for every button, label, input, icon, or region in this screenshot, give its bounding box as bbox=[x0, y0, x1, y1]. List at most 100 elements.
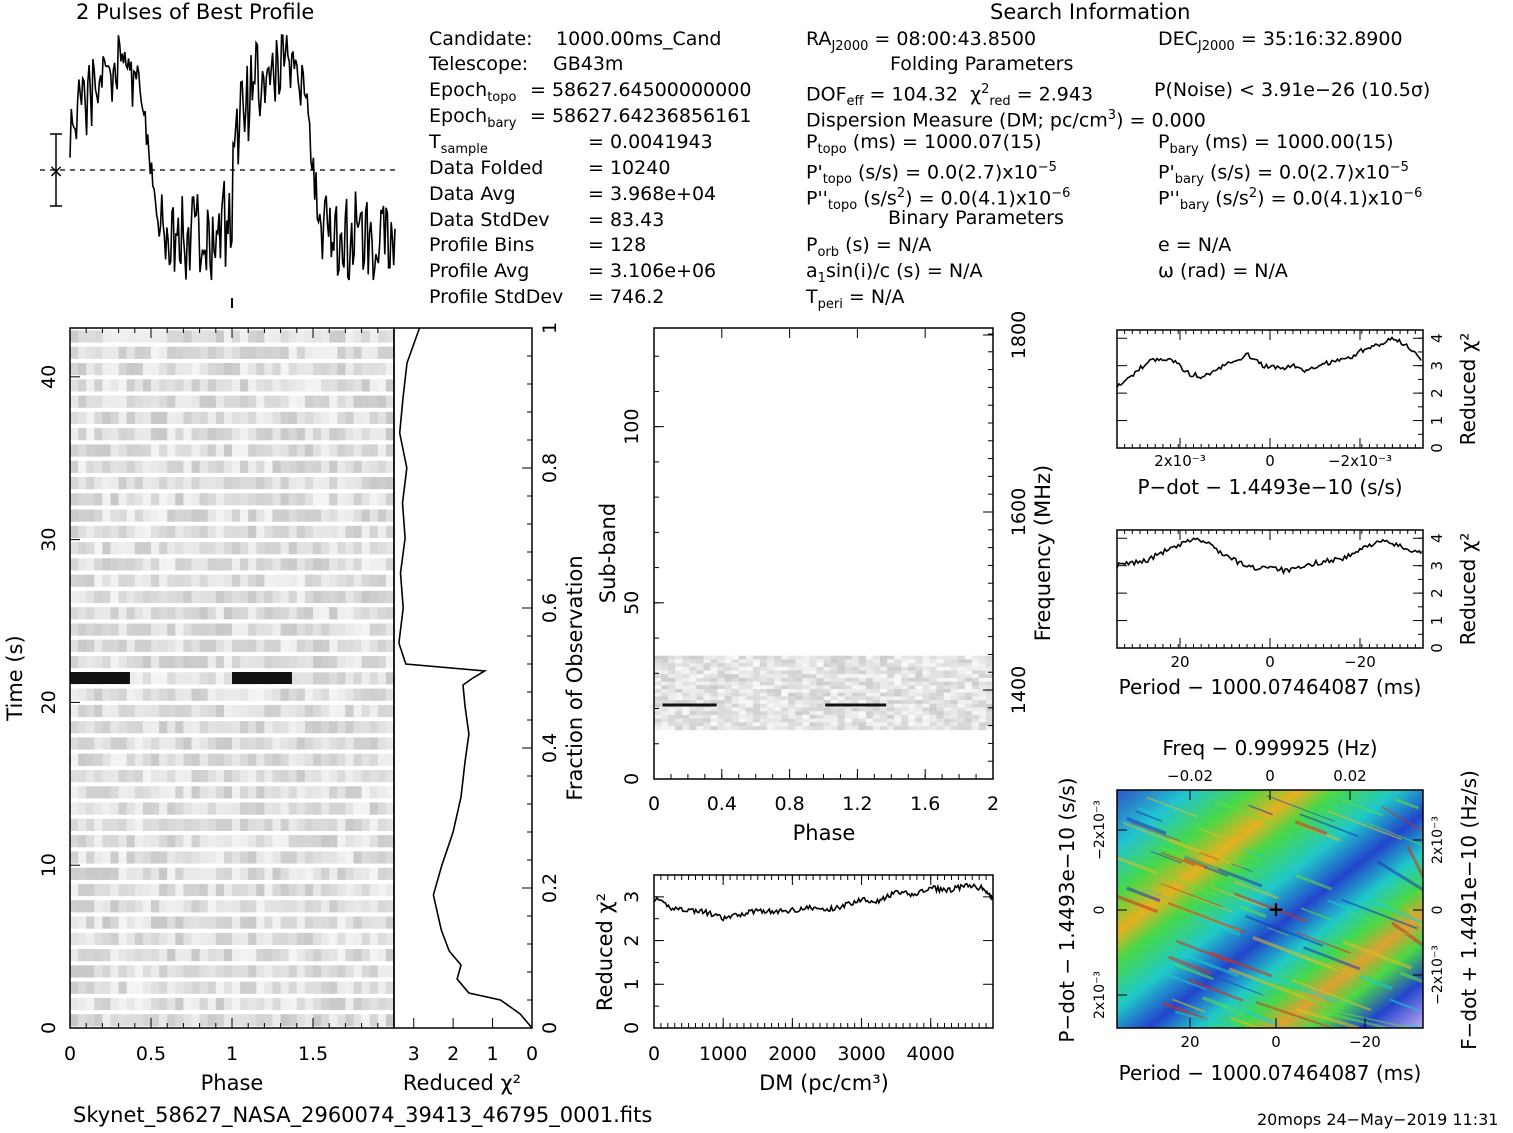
time-phase-cell bbox=[183, 688, 192, 701]
time-phase-cell bbox=[248, 770, 257, 783]
subband-cell bbox=[759, 670, 768, 675]
time-phase-cell bbox=[361, 525, 371, 538]
time-phase-cell bbox=[167, 542, 176, 555]
time-phase-cell bbox=[288, 525, 298, 538]
subband-cell bbox=[654, 659, 662, 664]
time-phase-cell bbox=[94, 721, 103, 734]
time-phase-cell bbox=[175, 346, 184, 359]
time-phase-cell bbox=[329, 639, 338, 652]
data-stddev-label: Data StdDev bbox=[429, 209, 550, 231]
time-phase-cell bbox=[345, 672, 354, 685]
subband-cell bbox=[978, 700, 987, 705]
time-phase-cell bbox=[110, 509, 120, 522]
time-phase-cell bbox=[369, 737, 379, 750]
time-phase-cell bbox=[118, 753, 128, 766]
time-phase-cell bbox=[256, 509, 265, 522]
subband-cell bbox=[929, 718, 937, 723]
subband-cell bbox=[844, 659, 853, 664]
time-phase-cell bbox=[86, 883, 95, 897]
time-phase-cell bbox=[353, 574, 363, 587]
time-phase-cell bbox=[337, 753, 346, 766]
subband-cell bbox=[696, 677, 704, 683]
subband-cell bbox=[788, 726, 796, 731]
time-phase-cell bbox=[321, 509, 330, 522]
time-phase-cell bbox=[70, 949, 79, 962]
time-phase-cell bbox=[232, 444, 241, 457]
time-phase-cell bbox=[264, 444, 273, 457]
subband-cell bbox=[809, 663, 817, 668]
subband-cell bbox=[971, 670, 980, 675]
time-phase-cell bbox=[159, 656, 168, 669]
time-phase-cell bbox=[321, 460, 330, 473]
time-phase-cell bbox=[329, 493, 338, 506]
time-phase-cell bbox=[345, 900, 354, 913]
time-phase-cell bbox=[296, 851, 306, 864]
time-phase-cell bbox=[126, 428, 136, 441]
subband-cell bbox=[950, 718, 959, 723]
time-phase-cell bbox=[151, 916, 160, 929]
subband-cell bbox=[731, 692, 740, 697]
time-phase-cell bbox=[199, 997, 209, 1011]
subband-cell bbox=[837, 677, 846, 683]
subband-cell bbox=[936, 714, 945, 720]
subband-cell bbox=[710, 707, 719, 712]
subband-cell bbox=[767, 718, 775, 723]
time-phase-cell bbox=[94, 428, 103, 441]
time-phase-cell bbox=[118, 379, 128, 392]
subband-cell bbox=[682, 711, 690, 716]
time-phase-cell bbox=[280, 493, 290, 506]
y-tick-label: 100 bbox=[621, 409, 643, 445]
subband-cell bbox=[901, 692, 909, 697]
subband-cell bbox=[901, 696, 909, 701]
time-phase-cell bbox=[313, 721, 322, 734]
subband-cell bbox=[731, 707, 740, 712]
time-phase-cell bbox=[223, 721, 233, 734]
subband-cell bbox=[767, 722, 775, 727]
time-phase-cell bbox=[345, 786, 354, 799]
time-phase-cell bbox=[361, 867, 371, 880]
time-phase-cell bbox=[134, 883, 144, 897]
subband-cell bbox=[696, 722, 704, 727]
subband-cell bbox=[703, 663, 711, 668]
time-phase-cell bbox=[191, 509, 201, 522]
time-phase-cell bbox=[86, 574, 95, 587]
time-phase-cell bbox=[175, 574, 184, 587]
time-phase-cell bbox=[70, 346, 79, 359]
time-phase-cell bbox=[296, 428, 306, 441]
x-axis-label: Phase bbox=[793, 821, 856, 845]
time-phase-cell bbox=[167, 965, 176, 978]
time-phase-cell bbox=[118, 460, 128, 473]
subband-cell bbox=[668, 663, 676, 668]
subband-cell bbox=[816, 685, 824, 690]
time-phase-cell bbox=[304, 509, 314, 522]
ppdot-streak bbox=[1358, 974, 1393, 991]
subband-cell bbox=[682, 674, 690, 679]
time-phase-cell bbox=[199, 851, 209, 864]
subband-cell bbox=[865, 726, 874, 731]
time-phase-cell bbox=[215, 558, 225, 571]
time-phase-cell bbox=[70, 493, 79, 506]
time-phase-cell bbox=[288, 363, 298, 376]
time-phase-cell bbox=[167, 704, 176, 718]
subband-cell bbox=[943, 689, 952, 694]
x-tick-label: −2x10⁻³ bbox=[1328, 452, 1392, 470]
time-phase-cell bbox=[353, 900, 363, 913]
subband-cell bbox=[788, 659, 796, 664]
time-phase-cell bbox=[361, 753, 371, 766]
time-phase-cell bbox=[78, 688, 87, 701]
subband-cell bbox=[985, 655, 994, 660]
subband-cell bbox=[689, 670, 697, 675]
time-phase-cell bbox=[288, 786, 298, 799]
subband-cell bbox=[830, 685, 839, 690]
time-phase-cell bbox=[199, 525, 209, 538]
subband-cell bbox=[950, 655, 959, 660]
time-phase-cell bbox=[361, 444, 371, 457]
ppdot-streak bbox=[1248, 804, 1274, 816]
time-phase-cell bbox=[86, 477, 95, 490]
time-phase-cell bbox=[272, 965, 282, 978]
time-phase-cell bbox=[377, 379, 387, 392]
time-phase-cell bbox=[296, 590, 306, 604]
time-phase-cell bbox=[377, 1014, 387, 1027]
time-phase-cell bbox=[110, 704, 120, 718]
subband-cell bbox=[696, 696, 704, 701]
